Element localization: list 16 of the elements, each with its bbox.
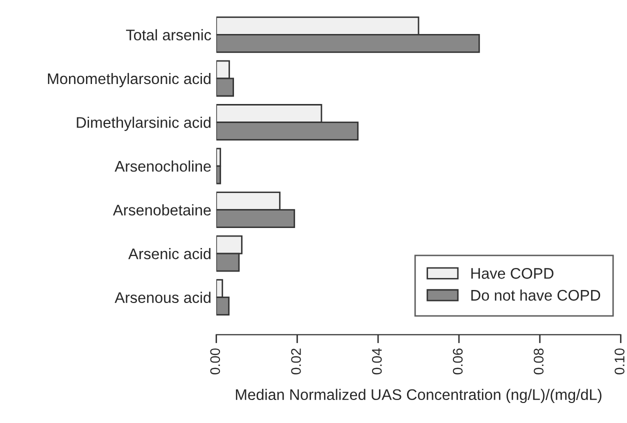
y-tick-label: Arsenous acid [114,292,210,304]
y-tick-label: Monomethylarsonic acid [48,72,210,88]
x-tick-label: 0.06 [452,348,463,374]
x-tick-label: 0.10 [614,348,624,374]
legend-label: Have COPD [471,268,554,279]
y-tick-label: Arsenic acid [128,248,210,260]
y-tick-label: Arsenocholine [114,160,211,172]
y-tick-label: Total arsenic [126,29,212,40]
x-tick-label: 0.08 [534,348,544,374]
x-tick-label: 0.02 [291,348,301,374]
x-tick-label: 0.04 [372,348,382,374]
y-tick-label: Dimethylarsinic acid [76,116,210,131]
legend-label: Do not have COPD [471,289,600,301]
x-tick-label: 0.00 [210,348,220,374]
x-axis-title: Median Normalized UAS Concentration (ng/L)/(mg/dL) [236,388,602,404]
y-tick-label: Arsenobetaine [112,204,211,216]
